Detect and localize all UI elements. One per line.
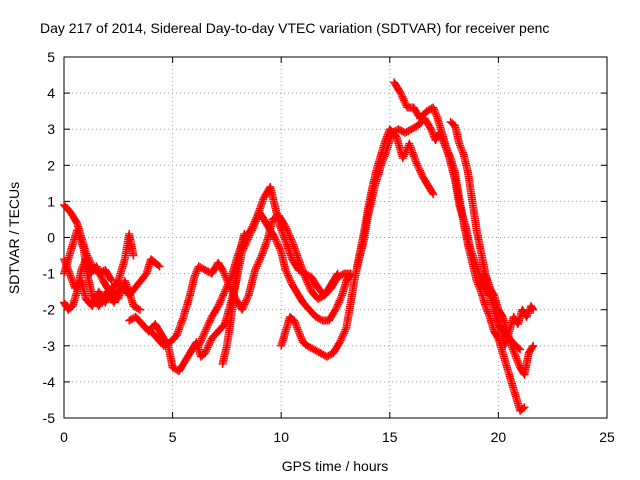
y-tick-label: -1 bbox=[43, 266, 56, 282]
x-tick-label: 25 bbox=[599, 429, 615, 445]
y-tick-label: -2 bbox=[43, 302, 56, 318]
series-track-4 bbox=[60, 201, 116, 285]
x-tick-label: 10 bbox=[273, 429, 289, 445]
y-tick-label: 1 bbox=[47, 193, 55, 209]
y-tick-label: 4 bbox=[47, 85, 55, 101]
y-tick-label: 2 bbox=[47, 157, 55, 173]
plus-markers bbox=[479, 269, 538, 350]
series-track-6 bbox=[146, 211, 342, 350]
y-tick-label: 3 bbox=[47, 121, 55, 137]
y-tick-label: -5 bbox=[43, 410, 56, 426]
series-track-12 bbox=[446, 118, 538, 379]
x-tick-label: 20 bbox=[491, 429, 507, 445]
chart-title: Day 217 of 2014, Sidereal Day-to-day VTE… bbox=[40, 20, 549, 36]
y-tick-label: -3 bbox=[43, 338, 56, 354]
y-tick-label: 5 bbox=[47, 49, 55, 65]
y-tick-label: 0 bbox=[47, 230, 55, 246]
x-tick-label: 0 bbox=[60, 429, 68, 445]
series-track-8 bbox=[218, 229, 249, 368]
plus-markers bbox=[60, 201, 116, 285]
series-track-11 bbox=[390, 78, 529, 415]
plus-markers bbox=[446, 118, 538, 379]
x-tick-label: 15 bbox=[382, 429, 398, 445]
x-axis-label: GPS time / hours bbox=[282, 458, 389, 474]
plus-markers bbox=[146, 211, 342, 350]
series-track-13 bbox=[479, 269, 538, 350]
data-marks bbox=[60, 78, 538, 415]
plus-markers bbox=[218, 229, 249, 368]
plus-markers bbox=[390, 78, 529, 415]
x-tick-label: 5 bbox=[169, 429, 177, 445]
y-tick-label: -4 bbox=[43, 374, 56, 390]
axis-ticks: 0 5 10 15 20 25 -5 -4 -3 -2 -1 0 1 2 3 4 5 bbox=[43, 49, 615, 445]
plus-markers bbox=[277, 125, 438, 361]
y-axis-label: SDTVAR / TECUs bbox=[6, 182, 22, 294]
series-track-9 bbox=[277, 125, 438, 361]
